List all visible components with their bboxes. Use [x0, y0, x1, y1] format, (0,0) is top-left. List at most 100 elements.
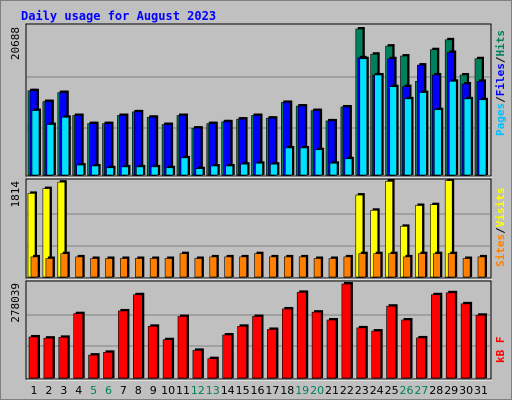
- legend-kbytes: kB F: [494, 337, 507, 364]
- axis-max-hits: 20688: [9, 27, 22, 60]
- x-label-day-4: 4: [75, 384, 82, 397]
- x-label-day-21: 21: [325, 384, 339, 397]
- x-label-day-5: 5: [90, 384, 97, 397]
- bar-pages-17: [270, 163, 278, 176]
- bar-pages-1: [31, 110, 40, 176]
- bar-pages-7: [121, 166, 129, 176]
- bar-kbytes-3: [58, 337, 69, 379]
- bar-sites-4: [75, 256, 83, 278]
- x-label-day-27: 27: [414, 384, 428, 397]
- bar-pages-6: [106, 167, 114, 176]
- x-label-day-25: 25: [385, 384, 399, 397]
- bar-pages-24: [374, 74, 383, 176]
- bar-sites-5: [90, 258, 98, 278]
- x-label-day-7: 7: [120, 384, 127, 397]
- bar-kbytes-9: [147, 326, 158, 379]
- legend-hits: Pages/Files/Hits: [494, 30, 507, 136]
- bar-kbytes-7: [118, 310, 128, 379]
- bar-kbytes-15: [237, 326, 247, 379]
- axis-max-visits: 1814: [9, 181, 22, 208]
- bar-sites-15: [239, 256, 247, 278]
- bar-kbytes-14: [222, 334, 232, 379]
- bar-pages-5: [91, 165, 99, 176]
- bar-kbytes-6: [103, 352, 113, 379]
- bar-sites-10: [164, 258, 173, 278]
- bar-kbytes-23: [356, 327, 367, 379]
- legend-visits: Sites/Visits: [494, 188, 507, 268]
- bar-kbytes-18: [281, 308, 292, 379]
- bar-pages-9: [150, 166, 159, 176]
- bar-kbytes-24: [371, 330, 382, 379]
- x-label-day-17: 17: [265, 384, 279, 397]
- bar-kbytes-5: [88, 354, 98, 379]
- bar-kbytes-10: [162, 339, 173, 379]
- bar-pages-18: [284, 147, 293, 176]
- bar-pages-4: [76, 164, 84, 176]
- bar-sites-8: [135, 258, 143, 278]
- bar-sites-13: [209, 256, 218, 278]
- bar-kbytes-19: [296, 292, 307, 379]
- x-label-day-2: 2: [45, 384, 52, 397]
- x-label-day-24: 24: [370, 384, 384, 397]
- bar-pages-30: [463, 98, 472, 176]
- bar-sites-22: [343, 256, 352, 278]
- bar-sites-7: [120, 258, 128, 278]
- bar-sites-26: [403, 256, 411, 278]
- x-label-day-14: 14: [221, 384, 235, 397]
- x-axis-labels: 1 2 3 4 5 6 7 8 9 10 11 12 13 14 15 16 17 18 19 20 21 22 23 24 2…: [31, 384, 489, 397]
- legend-visits-label: Visits: [494, 188, 507, 228]
- bar-kbytes-30: [460, 303, 471, 379]
- x-label-day-30: 30: [459, 384, 473, 397]
- bar-sites-25: [388, 253, 396, 278]
- bar-sites-9: [149, 258, 158, 278]
- x-label-day-18: 18: [280, 384, 294, 397]
- bar-pages-20: [314, 149, 323, 176]
- bar-pages-23: [359, 58, 368, 176]
- bar-pages-25: [389, 86, 397, 176]
- x-label-day-8: 8: [135, 384, 142, 397]
- bar-pages-26: [404, 98, 412, 176]
- bar-kbytes-12: [192, 350, 203, 379]
- bar-sites-20: [313, 258, 322, 278]
- bar-kbytes-8: [133, 294, 143, 379]
- x-label-day-26: 26: [400, 384, 414, 397]
- bar-pages-22: [344, 158, 353, 176]
- bar-sites-27: [418, 253, 426, 278]
- bar-kbytes-4: [73, 313, 83, 379]
- bar-sites-2: [45, 258, 54, 278]
- x-label-day-20: 20: [310, 384, 324, 397]
- bar-pages-19: [299, 147, 308, 176]
- bar-kbytes-26: [401, 319, 411, 379]
- legend-files: Files: [494, 63, 507, 96]
- panel-visits-frame: [25, 178, 492, 279]
- bar-sites-17: [269, 256, 277, 278]
- bar-pages-2: [46, 124, 55, 176]
- bar-sites-19: [298, 256, 307, 278]
- x-label-day-3: 3: [60, 384, 67, 397]
- x-label-day-13: 13: [206, 384, 220, 397]
- bar-sites-30: [462, 258, 471, 278]
- legend-pages: Pages: [494, 103, 507, 136]
- bar-sites-3: [60, 253, 69, 278]
- bar-pages-11: [180, 157, 189, 176]
- panel-hits-frame: [25, 23, 492, 177]
- bar-kbytes-21: [326, 319, 337, 379]
- bar-kbytes-2: [43, 337, 54, 379]
- chart-title: Daily usage for August 2023: [21, 9, 216, 23]
- bar-kbytes-11: [177, 316, 188, 379]
- x-label-day-15: 15: [236, 384, 250, 397]
- x-label-day-11: 11: [176, 384, 190, 397]
- bar-kbytes-1: [28, 336, 39, 379]
- svg-text:Sites/Visits: Sites/Visits: [494, 188, 507, 268]
- panel-kbytes-frame: [25, 280, 492, 380]
- bar-pages-13: [210, 165, 219, 176]
- x-label-day-31: 31: [474, 384, 488, 397]
- svg-text:Pages/Files/Hits: Pages/Files/Hits: [494, 30, 507, 136]
- bar-kbytes-22: [341, 283, 352, 379]
- x-label-day-1: 1: [31, 384, 38, 397]
- x-label-day-6: 6: [105, 384, 112, 397]
- x-label-day-22: 22: [340, 384, 354, 397]
- bar-kbytes-20: [311, 311, 322, 379]
